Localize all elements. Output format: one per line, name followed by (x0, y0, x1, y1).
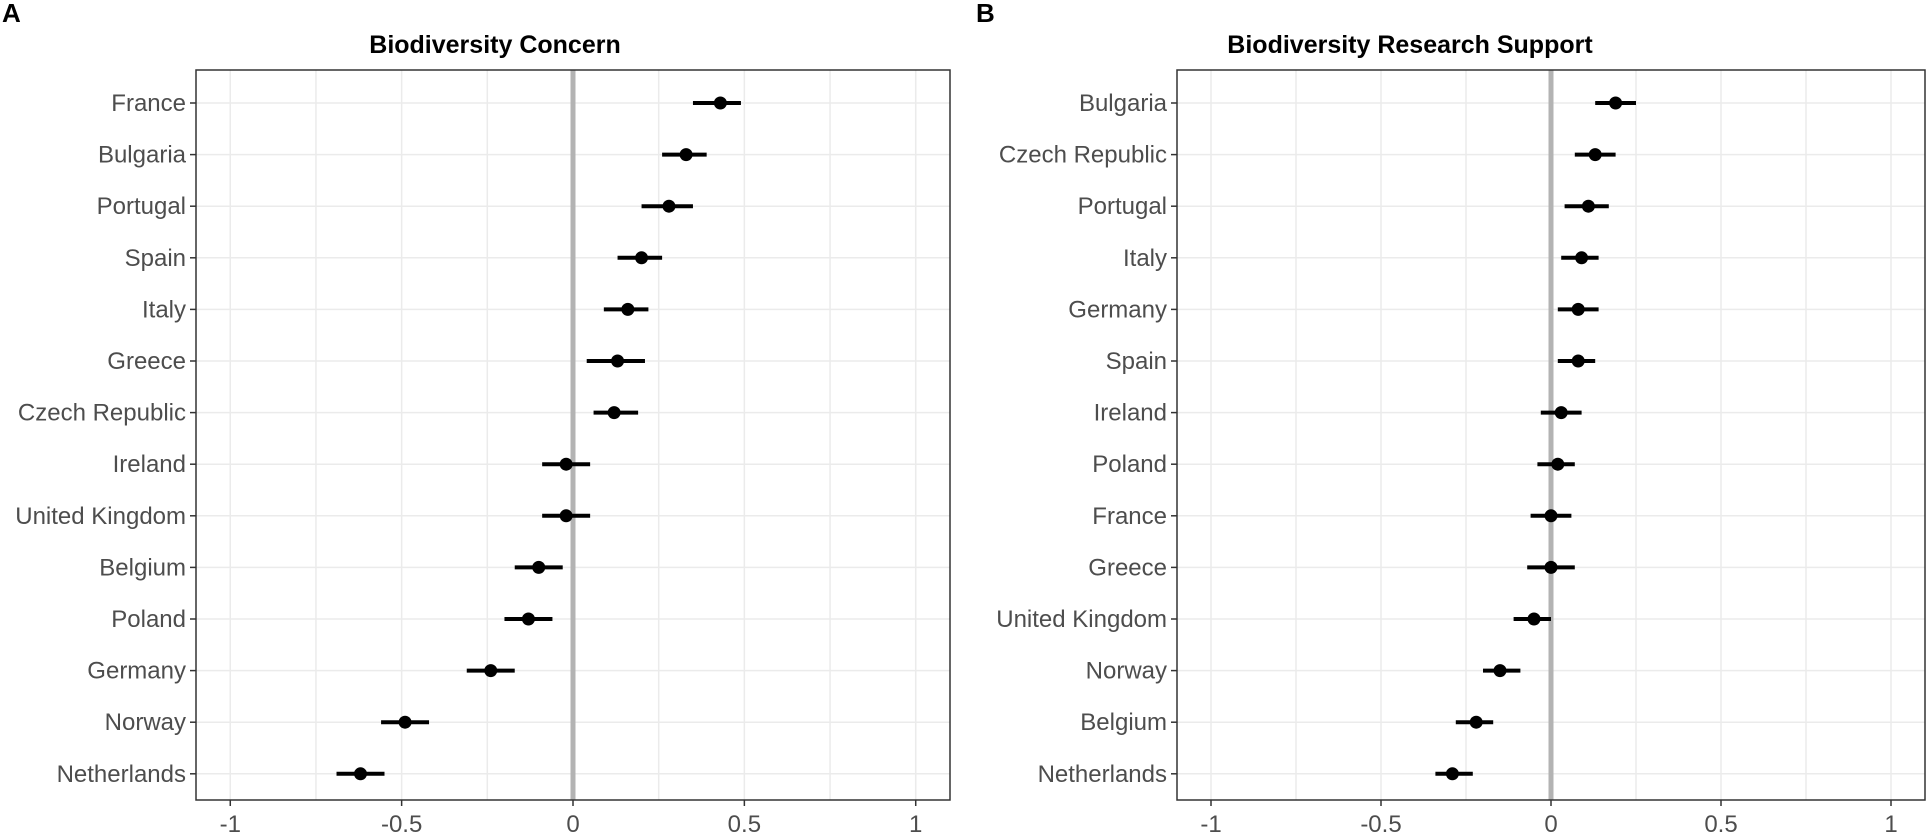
y-tick-label: Norway (105, 709, 186, 736)
data-point (611, 354, 625, 368)
data-point (398, 715, 412, 729)
y-tick-label: Norway (1086, 658, 1167, 685)
panel-a: A Biodiversity Concern France Bulgaria Por… (2, 0, 951, 838)
y-tick-label: Netherlands (57, 761, 186, 788)
panel-b-y-axis: Bulgaria Czech Republic Portugal Italy Germa… (996, 90, 1177, 788)
data-point (662, 199, 676, 213)
data-point (1575, 251, 1589, 265)
data-point (1544, 509, 1558, 523)
x-tick-label: 0 (1544, 811, 1557, 838)
panel-a-title: Biodiversity Concern (369, 31, 620, 59)
y-tick-label: Ireland (113, 451, 186, 478)
y-tick-label: Poland (111, 606, 186, 633)
y-tick-label: United Kingdom (996, 606, 1167, 633)
panel-b-title: Biodiversity Research Support (1227, 31, 1593, 59)
panel-b-letter: B (976, 0, 995, 28)
y-tick-label: France (1092, 503, 1167, 530)
x-tick-label: -0.5 (381, 811, 422, 838)
y-tick-label: Greece (1088, 554, 1167, 581)
y-tick-label: Italy (1123, 245, 1167, 272)
x-tick-label: -1 (220, 811, 241, 838)
data-point (1527, 612, 1541, 626)
y-tick-label: Czech Republic (18, 400, 186, 427)
x-tick-label: -1 (1200, 811, 1221, 838)
y-tick-label: Bulgaria (98, 142, 187, 169)
data-point (635, 251, 649, 265)
data-point (559, 509, 573, 523)
data-point (1469, 715, 1483, 729)
x-tick-label: 1 (909, 811, 922, 838)
x-tick-label: 0.5 (1704, 811, 1737, 838)
y-tick-label: Bulgaria (1079, 90, 1168, 117)
y-tick-label: Poland (1092, 451, 1167, 478)
x-tick-label: 0 (566, 811, 579, 838)
data-point (1588, 148, 1602, 162)
data-point (1551, 457, 1565, 471)
data-point (1445, 767, 1459, 781)
y-tick-label: United Kingdom (15, 503, 186, 530)
y-tick-label: Netherlands (1038, 761, 1167, 788)
data-point (532, 560, 546, 574)
y-tick-label: Belgium (1080, 709, 1167, 736)
panel-a-x-axis: -1 -0.5 0 0.5 1 (220, 800, 922, 838)
y-tick-label: Portugal (97, 193, 186, 220)
y-tick-label: France (111, 90, 186, 117)
data-point (559, 457, 573, 471)
data-point (1493, 664, 1507, 678)
panel-b-marks (1435, 96, 1636, 781)
panel-a-marks (336, 96, 741, 781)
data-point (484, 664, 498, 678)
y-tick-label: Spain (1106, 348, 1167, 375)
y-tick-label: Italy (142, 296, 186, 323)
data-point (521, 612, 535, 626)
data-point (679, 148, 693, 162)
y-tick-label: Belgium (99, 554, 186, 581)
x-tick-label: 1 (1884, 811, 1897, 838)
data-point (1571, 302, 1585, 316)
data-point (607, 406, 621, 420)
y-tick-label: Portugal (1078, 193, 1167, 220)
panel-a-letter: A (2, 0, 21, 28)
panel-b-x-axis: -1 -0.5 0 0.5 1 (1200, 800, 1898, 838)
y-tick-label: Ireland (1094, 400, 1167, 427)
y-tick-label: Germany (1068, 296, 1167, 323)
x-tick-label: 0.5 (728, 811, 761, 838)
panel-b: B Biodiversity Research Support Bulgaria… (976, 0, 1926, 838)
data-point (713, 96, 727, 110)
data-point (621, 302, 635, 316)
y-tick-label: Spain (125, 245, 186, 272)
data-point (1609, 96, 1623, 110)
data-point (1581, 199, 1595, 213)
data-point (1544, 560, 1558, 574)
y-tick-label: Czech Republic (999, 142, 1167, 169)
x-tick-label: -0.5 (1360, 811, 1401, 838)
y-tick-label: Germany (87, 658, 186, 685)
data-point (354, 767, 368, 781)
y-tick-label: Greece (107, 348, 186, 375)
data-point (1554, 406, 1568, 420)
data-point (1571, 354, 1585, 368)
panel-a-y-axis: France Bulgaria Portugal Spain Italy Greece Cz… (15, 90, 196, 788)
